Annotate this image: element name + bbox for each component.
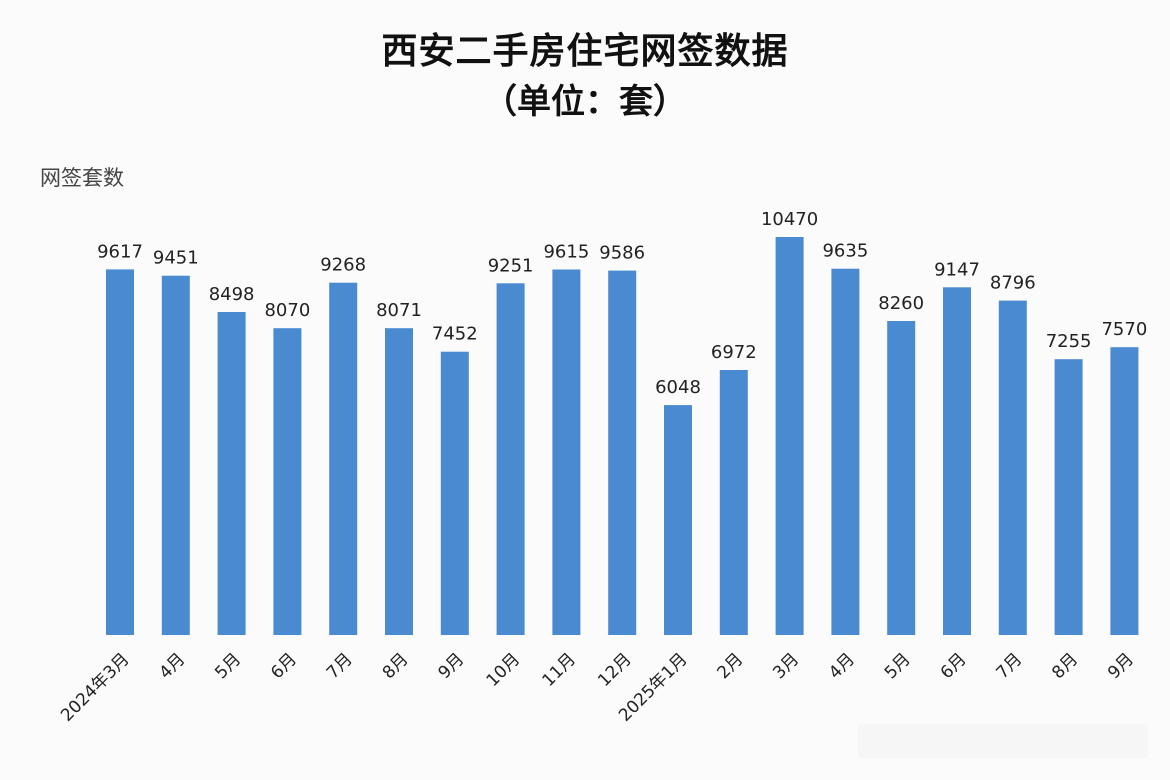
bar-value-label-7: 9251 — [488, 255, 534, 276]
x-tick-label-16: 7月 — [993, 649, 1027, 683]
x-tick-label-5: 8月 — [379, 649, 413, 683]
bar-14 — [887, 321, 916, 635]
bar-value-label-0: 9617 — [97, 241, 143, 262]
bar-15 — [943, 287, 971, 635]
value-labels-layer: 9617 9451 8498 8070 9268 8071 7452 9251 9615 9586… — [97, 209, 1147, 398]
bar-value-label-3: 8070 — [264, 300, 310, 321]
bar-17 — [1054, 359, 1083, 635]
bar-13 — [831, 268, 860, 635]
bar-2 — [217, 312, 246, 635]
bars-layer — [106, 237, 1139, 635]
bar-6 — [440, 351, 469, 635]
x-tick-label-12: 3月 — [769, 649, 803, 683]
x-tick-label-18: 9月 — [1104, 649, 1138, 683]
bar-10 — [664, 405, 692, 635]
bar-5 — [385, 328, 413, 635]
bar-11 — [719, 370, 748, 635]
x-tick-label-6: 9月 — [435, 649, 469, 683]
bar-value-label-1: 9451 — [153, 248, 199, 269]
x-tick-label-15: 6月 — [937, 649, 971, 683]
x-tick-label-0: 2024年3月 — [57, 649, 133, 725]
x-tick-label-17: 8月 — [1048, 649, 1082, 683]
bar-18 — [1110, 347, 1139, 635]
bar-value-label-8: 9615 — [543, 242, 589, 263]
x-tick-label-8: 11月 — [538, 649, 579, 690]
bar-16 — [998, 300, 1027, 635]
bar-value-label-5: 8071 — [376, 300, 422, 321]
bar-value-label-12: 10470 — [761, 209, 818, 230]
bar-0 — [106, 269, 134, 635]
bar-value-label-13: 9635 — [822, 241, 868, 262]
bar-3 — [273, 328, 302, 635]
bar-value-label-16: 8796 — [990, 273, 1036, 294]
bar-8 — [552, 269, 581, 635]
x-tick-label-9: 12月 — [594, 649, 635, 690]
x-tick-label-4: 7月 — [323, 649, 357, 683]
y-axis-label: 网签套数 — [40, 166, 124, 190]
bar-value-label-18: 7570 — [1101, 319, 1147, 340]
watermark — [858, 724, 1148, 758]
bar-value-label-9: 9586 — [599, 243, 645, 264]
x-tick-label-13: 4月 — [825, 649, 859, 683]
bar-4 — [329, 282, 358, 635]
chart-title: 西安二手房住宅网签数据 — [381, 31, 789, 72]
bar-value-label-6: 7452 — [432, 324, 478, 345]
bar-1 — [161, 275, 190, 635]
chart-subtitle: （单位：套） — [483, 82, 687, 122]
x-tick-label-3: 6月 — [267, 649, 301, 683]
bar-7 — [496, 283, 525, 635]
bar-value-label-11: 6972 — [711, 342, 757, 363]
bar-value-label-17: 7255 — [1046, 331, 1092, 352]
bar-value-label-10: 6048 — [655, 377, 701, 398]
bar-value-label-14: 8260 — [878, 293, 924, 314]
x-tick-label-11: 2月 — [714, 649, 748, 683]
bar-9 — [608, 270, 637, 635]
bar-value-label-2: 8498 — [209, 284, 255, 305]
bar-value-label-4: 9268 — [320, 255, 366, 276]
x-tick-label-1: 4月 — [156, 649, 190, 683]
x-tick-label-7: 10月 — [483, 649, 524, 690]
bar-value-label-15: 9147 — [934, 259, 980, 280]
bar-12 — [775, 237, 804, 635]
x-tick-label-14: 5月 — [881, 649, 915, 683]
x-tick-label-2: 5月 — [211, 649, 245, 683]
